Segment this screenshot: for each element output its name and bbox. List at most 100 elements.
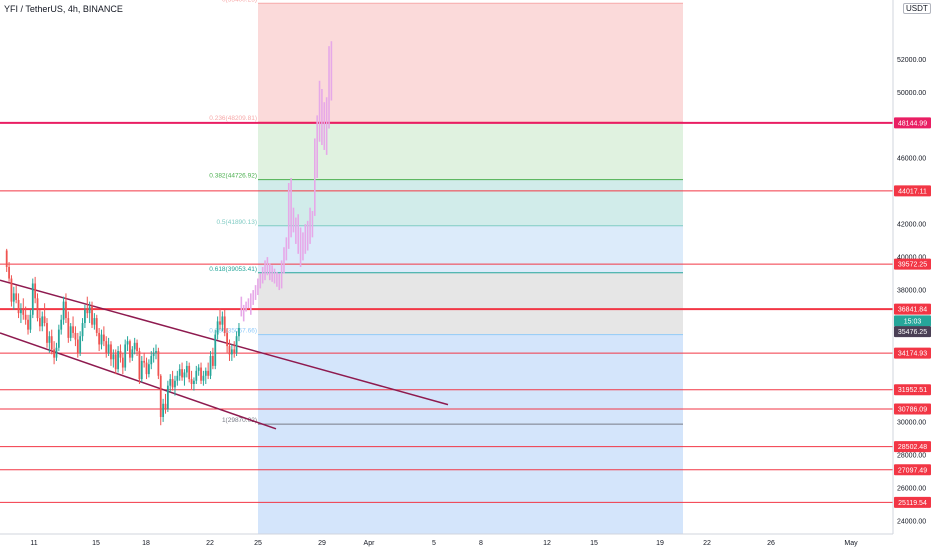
time-tick-label: 5 [432,540,436,547]
level-price-tag: 34174.93 [898,351,927,358]
time-tick-label: May [844,540,858,547]
candle-body [176,375,179,381]
price-tick-label: 30000.00 [897,419,926,426]
price-tick-label: 28000.00 [897,452,926,459]
candle-body [79,336,82,353]
price-tick-label: 46000.00 [897,156,926,163]
candle-body [195,370,198,381]
candle-body [12,293,15,302]
candle-body [131,349,134,358]
candle-body [100,334,103,345]
current-price-tag-bg [894,315,931,327]
fib-level-label: 0.618(39053.41) [209,266,257,273]
candle-body [197,367,200,371]
price-tick-label: 24000.00 [897,518,926,525]
candle-body [81,323,84,337]
time-tick-label: 12 [543,540,551,547]
level-price-tag: 48144.99 [898,120,927,127]
level-price-tag-bg [894,347,931,359]
candle-body [76,339,79,353]
candle-body [53,349,55,358]
candle-body [124,344,127,368]
candle-body [235,336,238,353]
candle-body [114,354,117,370]
candle-body [17,299,20,314]
candle-body [74,332,77,340]
candle-body [204,370,207,376]
candle-body [121,357,124,368]
fib-level-label: 0.786(35057.66) [209,328,257,335]
level-price-tag-bg [894,384,931,396]
candle-body [164,403,167,409]
fib-level-label: 0.5(41890.13) [217,219,257,226]
candle-body [119,351,122,358]
candle-body [214,334,217,366]
time-tick-label: 8 [479,540,483,547]
candle-body [233,349,236,353]
candle-body [95,318,98,333]
candle-body [24,314,27,320]
secondary-price-tag: 35476.25 [898,329,927,336]
candle-body [60,319,63,330]
candle-body [157,351,160,376]
candle-body [117,351,119,370]
fib-band [258,121,683,180]
time-tick-label: 18 [142,540,150,547]
channel-upper-line [0,279,449,406]
fib-band [258,424,683,534]
fib-band [258,225,683,273]
candle-body [46,323,48,343]
candle-body [200,367,202,381]
candle-body [155,351,157,353]
candle-body [166,385,169,409]
fib-level-label: 0.382(44726.92) [209,173,257,180]
candle-body [29,314,32,330]
candle-body [5,250,8,267]
price-tick-label: 40000.00 [897,255,926,262]
candle-body [207,370,210,376]
candle-body [188,365,191,380]
time-tick-label: 19 [656,540,664,547]
level-price-tag: 28502.48 [898,444,927,451]
level-price-tag: 27097.49 [898,467,927,474]
fib-level-label: 0(55400.25) [222,0,257,3]
candle-body [183,372,186,378]
level-price-tag-bg [894,496,931,508]
candle-body [138,351,141,380]
candle-body [84,309,86,324]
level-price-tag: 36841.84 [898,307,927,314]
currency-label[interactable]: USDT [903,3,931,14]
fib-band [258,334,683,425]
candle-body [72,326,74,333]
time-tick-label: Apr [364,540,376,547]
candle-body [48,336,51,343]
symbol-title: YFI / TetherUS, 4h, BINANCE [4,4,123,14]
candle-body [228,346,231,355]
candle-body [190,379,193,385]
candle-body [27,319,29,330]
time-tick-label: 22 [703,540,711,547]
candle-body [143,360,146,363]
candle-body [105,341,108,353]
price-tick-label: 52000.00 [897,57,926,64]
candle-body [162,403,165,417]
candle-body [219,321,221,325]
channel-lower-line [0,332,277,430]
candle-body [181,369,183,378]
time-tick-label: 11 [30,540,37,547]
candle-body [174,380,176,388]
candle-body [62,301,65,320]
candle-body [93,318,96,325]
price-axis-bg [893,0,932,550]
fib-band [258,179,683,226]
time-tick-label: 25 [254,540,262,547]
candle-body [110,344,112,360]
candle-body [102,334,105,342]
candle-body [223,316,226,333]
fib-level-label: 0.236(48209.81) [209,115,257,122]
level-price-tag: 39572.25 [898,262,927,269]
candle-body [209,356,212,376]
candle-body [178,369,181,376]
time-tick-label: 15 [92,540,100,547]
